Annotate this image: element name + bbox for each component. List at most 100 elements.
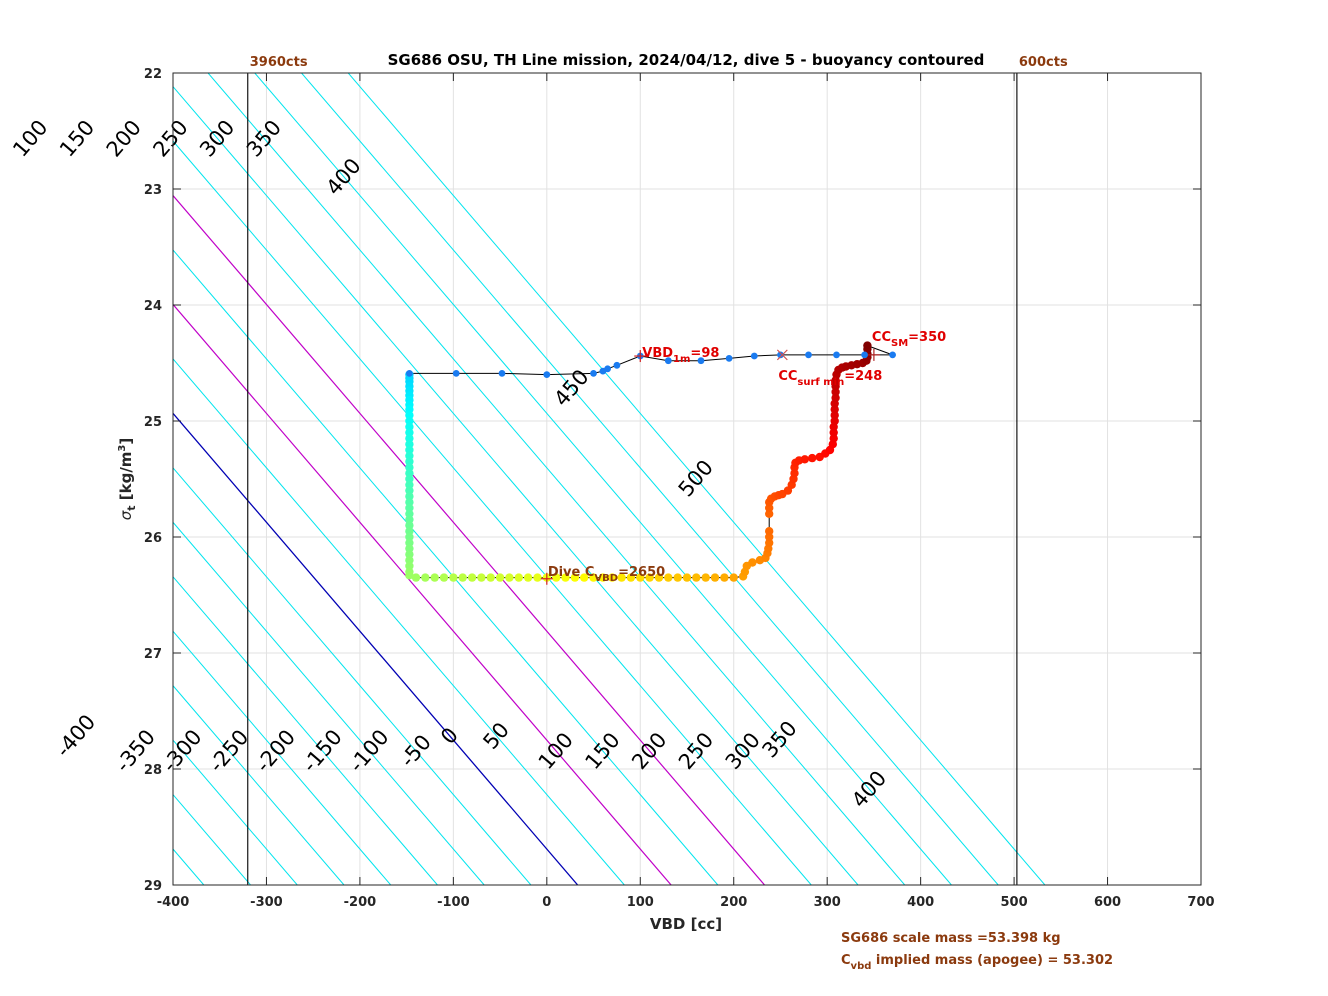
profile-point: [645, 573, 654, 582]
profile-point: [514, 573, 523, 582]
implied-mass-note-sub: vbd: [851, 961, 872, 972]
y-tick-label: 27: [144, 647, 162, 662]
contour-line: [173, 194, 766, 885]
profile-point: [613, 361, 621, 369]
profile-point: [831, 393, 840, 402]
contour-line: [173, 684, 345, 885]
profile-point: [697, 357, 705, 365]
profile-point: [533, 573, 542, 582]
profile-point: [833, 351, 840, 359]
profile-point: [636, 573, 645, 582]
profile-point: [829, 434, 838, 443]
profile-point: [505, 573, 514, 582]
profile-point: [710, 573, 720, 582]
implied-mass-note-post: implied mass (apogee) = 53.302: [871, 953, 1113, 968]
y-axis-label-units: [kg/m: [117, 452, 135, 506]
y-axis-label: σt [kg/m3]: [117, 438, 138, 521]
x-tick-label: 200: [720, 895, 747, 910]
x-tick-label: 300: [814, 895, 841, 910]
profile-point: [405, 416, 414, 426]
cc-surf-min-label: CCsurf min=248: [778, 369, 882, 388]
profile-point: [765, 538, 774, 547]
profile-point: [552, 573, 561, 582]
profile-point: [405, 422, 414, 431]
profile-point: [654, 573, 664, 582]
contour-line: [173, 85, 859, 885]
profile-point: [486, 573, 495, 582]
profile-point: [405, 480, 414, 489]
profile-point: [405, 457, 414, 466]
profile-point: [405, 571, 414, 580]
profile-point: [765, 532, 774, 542]
profile-point: [405, 411, 414, 420]
dive-cvbd-label-post: =2650: [618, 565, 665, 580]
cc-surf-min-label-main: CC: [778, 369, 797, 384]
dive-profile: [405, 341, 896, 582]
y-axis-label-units-close: ]: [117, 438, 135, 445]
profile-point: [405, 521, 414, 530]
profile-point: [405, 532, 414, 542]
cc-sm-label-sub: SM: [891, 338, 908, 349]
profile-point: [831, 382, 840, 391]
axis-ticks: -400 -300 -200 -100 0 100 200 300 400 500 600 700 22…: [144, 67, 1215, 910]
profile-point: [570, 573, 580, 582]
profile-point: [720, 573, 729, 582]
y-tick-label: 24: [144, 299, 162, 314]
y-tick-label: 26: [144, 531, 162, 546]
contour-line: [173, 303, 672, 885]
x-tick-label: 100: [627, 895, 654, 910]
vbd-limit-lines: 3960cts 600cts: [247, 55, 1068, 885]
profile-point: [664, 573, 673, 582]
profile-point: [495, 573, 505, 582]
vbd-1m-label-main: VBD: [642, 346, 673, 361]
mass-notes: SG686 scale mass =53.398 kg Cvbd implied …: [841, 931, 1113, 972]
profile-point: [805, 351, 812, 359]
contour-line: [173, 630, 392, 885]
contour-line: [173, 140, 812, 885]
x-tick-label: 500: [1001, 895, 1028, 910]
vbd-limit-label: 3960cts: [250, 55, 308, 70]
contour-line: [173, 521, 485, 885]
vbd-1m-label-post: =98: [690, 346, 719, 361]
profile-point: [406, 370, 413, 377]
profile-point: [617, 573, 626, 582]
x-tick-label: -100: [437, 895, 470, 910]
profile-point: [790, 469, 799, 478]
contour-line: [173, 412, 579, 885]
profile-point: [692, 573, 701, 582]
profile-point: [561, 573, 570, 582]
implied-mass-note: Cvbd implied mass (apogee) = 53.302: [841, 953, 1113, 972]
profile-point: [543, 371, 551, 378]
profile-point: [765, 527, 774, 536]
dive-cvbd-label: Dive CVBD=2650: [548, 565, 665, 584]
profile-point: [830, 416, 839, 426]
profile-point: [598, 573, 608, 582]
profile-point: [808, 453, 817, 463]
scale-mass-note-main: SG686 scale mass =53.398 kg: [841, 931, 1061, 946]
profile-point: [405, 434, 414, 443]
contour-line: [173, 467, 532, 885]
profile-point: [405, 492, 414, 501]
profile-point: [405, 503, 414, 513]
implied-mass-note-main: C: [841, 953, 851, 968]
profile-point: [664, 357, 672, 365]
profile-point: [682, 573, 692, 582]
profile-point: [725, 355, 733, 362]
contour-line: [301, 73, 999, 885]
profile-point: [405, 440, 414, 449]
vbd-limit-label: 600cts: [1019, 55, 1068, 70]
profile-point: [439, 573, 449, 582]
profile-point: [831, 387, 840, 397]
profile-point: [477, 573, 486, 582]
profile-point: [405, 498, 414, 507]
profile-point: [411, 573, 421, 582]
profile-point: [589, 573, 598, 582]
cc-sm-label-post: =350: [908, 330, 946, 345]
y-axis-label-symbol: σ: [117, 510, 135, 520]
y-tick-label: 29: [144, 879, 162, 894]
profile-point: [405, 474, 414, 484]
profile-point: [405, 463, 414, 472]
profile-point: [863, 341, 872, 350]
